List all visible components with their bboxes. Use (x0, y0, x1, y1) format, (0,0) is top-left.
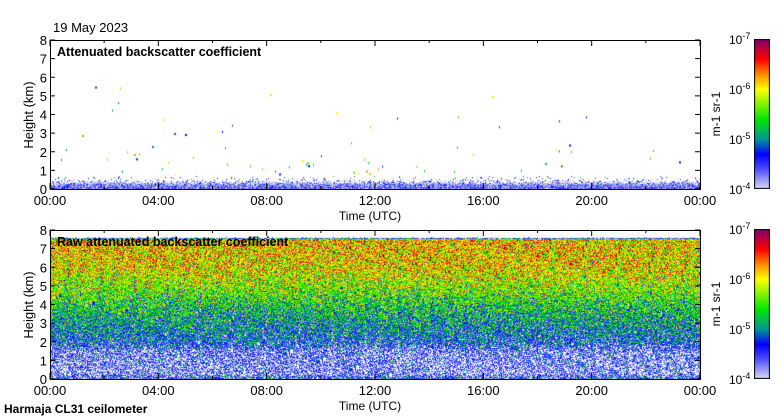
x-tick-label: 04:00 (142, 383, 175, 398)
x-axis-label: Time (UTC) (339, 209, 401, 223)
y-tick-label: 5 (40, 279, 47, 294)
x-tick-label: 08:00 (250, 383, 283, 398)
y-tick-label: 8 (40, 33, 47, 48)
raw-backscatter-heatmap (50, 230, 700, 379)
y-tick-label: 4 (40, 298, 47, 313)
plot-frame (50, 40, 701, 190)
y-tick-label: 4 (40, 108, 47, 123)
colorbar-tick-label: 10-6 (729, 271, 750, 287)
colorbar-tick-label: 10-5 (729, 131, 750, 147)
y-tick-label: 0 (40, 372, 47, 387)
colorbar (754, 229, 770, 379)
y-axis-label: Height (km) (21, 81, 36, 148)
y-tick-label: 0 (40, 182, 47, 197)
panel-title: Attenuated backscatter coefficient (57, 45, 262, 59)
y-tick-label: 7 (40, 52, 47, 67)
colorbar-tick-label: 10-7 (729, 31, 750, 47)
footer-label: Harmaja CL31 ceilometer (4, 402, 148, 416)
panel-title: Raw attenuated backscatter coefficient (57, 235, 289, 249)
backscatter-heatmap (50, 40, 700, 189)
y-axis-label: Height (km) (21, 271, 36, 338)
x-tick-label: 00:00 (34, 383, 67, 398)
y-tick-label: 6 (40, 70, 47, 85)
x-tick-label: 16:00 (467, 383, 500, 398)
colorbar-unit-label: m-1 sr-1 (709, 91, 723, 136)
y-tick-label: 3 (40, 126, 47, 141)
y-tick-label: 3 (40, 316, 47, 331)
colorbar-unit-label: m-1 sr-1 (709, 281, 723, 326)
x-tick-label: 12:00 (359, 193, 392, 208)
x-tick-label: 20:00 (575, 383, 608, 398)
plot-frame (50, 230, 701, 380)
x-tick-label: 08:00 (250, 193, 283, 208)
y-tick-label: 2 (40, 335, 47, 350)
y-tick-label: 8 (40, 223, 47, 238)
y-tick-label: 2 (40, 145, 47, 160)
x-tick-label: 16:00 (467, 193, 500, 208)
date-label: 19 May 2023 (53, 20, 129, 35)
x-axis-label: Time (UTC) (339, 399, 401, 413)
y-tick-label: 6 (40, 260, 47, 275)
colorbar-tick-label: 10-4 (729, 371, 750, 387)
y-tick-label: 5 (40, 89, 47, 104)
colorbar-tick-label: 10-5 (729, 321, 750, 337)
y-tick-label: 1 (40, 163, 47, 178)
x-tick-label: 00:00 (684, 193, 717, 208)
colorbar-tick-label: 10-4 (729, 181, 750, 197)
colorbar-tick-label: 10-6 (729, 81, 750, 97)
x-tick-label: 12:00 (359, 383, 392, 398)
y-tick-label: 7 (40, 242, 47, 257)
y-tick-label: 1 (40, 353, 47, 368)
x-tick-label: 04:00 (142, 193, 175, 208)
x-tick-label: 00:00 (34, 193, 67, 208)
colorbar (754, 39, 770, 189)
x-tick-label: 00:00 (684, 383, 717, 398)
x-tick-label: 20:00 (575, 193, 608, 208)
colorbar-tick-label: 10-7 (729, 221, 750, 237)
